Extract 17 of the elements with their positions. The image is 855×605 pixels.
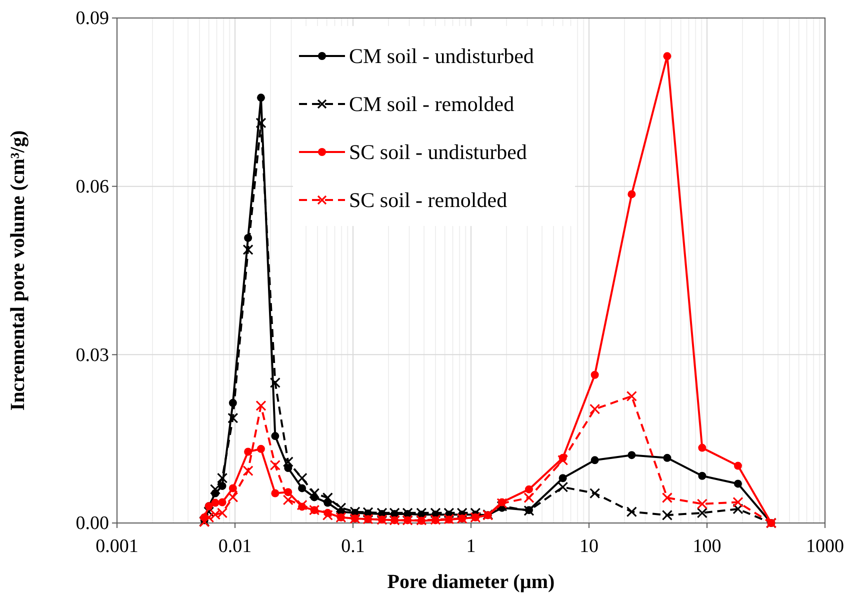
x-tick-label: 1 xyxy=(466,536,476,557)
legend-label: CM soil - remolded xyxy=(349,92,515,116)
y-tick-label: 0.06 xyxy=(76,176,109,198)
x-tick-label: 0.1 xyxy=(341,536,365,557)
x-tick-label: 10 xyxy=(580,536,598,557)
legend-label: SC soil - undisturbed xyxy=(349,140,528,164)
y-axis-title: Incremental pore volume (cm³/g) xyxy=(7,130,29,411)
legend-label: SC soil - remolded xyxy=(349,188,508,212)
x-axis-title: Pore diameter (µm) xyxy=(387,571,555,593)
y-tick-label: 0.09 xyxy=(76,8,109,30)
x-tick-label: 100 xyxy=(692,536,722,557)
x-tick-label: 1000 xyxy=(806,536,844,557)
x-tick-label: 0.001 xyxy=(96,536,138,557)
legend-label: CM soil - undisturbed xyxy=(349,44,534,68)
y-tick-label: 0.00 xyxy=(76,513,109,534)
x-tick-label: 0.01 xyxy=(218,536,252,557)
y-tick-label: 0.03 xyxy=(76,344,109,366)
